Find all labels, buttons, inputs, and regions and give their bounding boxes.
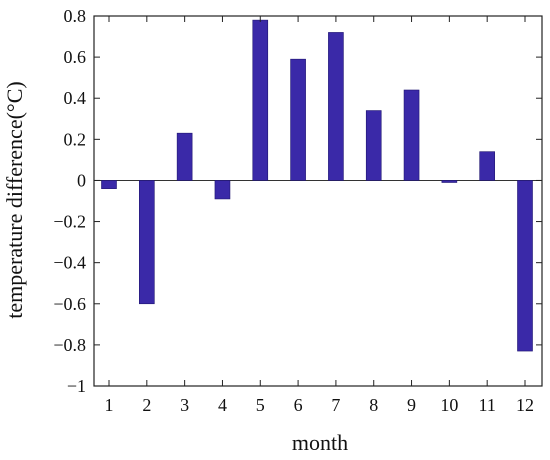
- y-tick-label: −0.8: [53, 335, 86, 355]
- bar-month-4: [214, 180, 231, 200]
- y-tick-label: −0.2: [53, 212, 86, 232]
- bar-month-2: [139, 180, 155, 305]
- y-axis-ticks: 0.8 0.6 0.4 0.2 0 −0.2 −0.4 −0.6 −0.8 −1: [53, 6, 542, 396]
- bar-month-7: [328, 32, 344, 181]
- bars: [101, 19, 533, 352]
- bar-month-11: [479, 151, 495, 181]
- y-tick-label: 0.2: [64, 129, 87, 149]
- x-tick-label: 10: [440, 395, 458, 415]
- x-tick-label: 12: [516, 395, 534, 415]
- x-tick-label: 5: [256, 395, 265, 415]
- x-tick-label: 11: [479, 395, 496, 415]
- x-tick-label: 8: [369, 395, 378, 415]
- y-tick-label: −0.4: [53, 253, 86, 273]
- x-axis-ticks: 1 2 3 4 5 6 7 8 9 10 11 12: [105, 16, 534, 415]
- y-tick-label: −1: [67, 376, 86, 396]
- bar-month-8: [365, 110, 382, 181]
- x-tick-label: 7: [331, 395, 340, 415]
- bar-month-9: [403, 89, 420, 181]
- y-tick-label: 0: [77, 170, 86, 190]
- bar-month-5: [252, 19, 269, 181]
- bar-month-6: [290, 58, 306, 181]
- bar-month-12: [517, 180, 533, 352]
- x-tick-label: 9: [407, 395, 416, 415]
- bar-month-1: [101, 180, 117, 189]
- bar-month-10: [441, 180, 458, 183]
- y-axis-label: temperature difference(°C): [2, 81, 27, 318]
- x-tick-label: 2: [142, 395, 151, 415]
- x-tick-label: 6: [294, 395, 303, 415]
- bar-month-3: [176, 132, 193, 181]
- y-tick-label: 0.4: [64, 88, 87, 108]
- y-tick-label: 0.6: [64, 47, 87, 67]
- x-tick-label: 3: [180, 395, 189, 415]
- x-tick-label: 4: [218, 395, 227, 415]
- x-axis-label: month: [292, 430, 348, 455]
- plot-border: [93, 15, 543, 387]
- x-tick-label: 1: [105, 395, 114, 415]
- y-tick-label: 0.8: [64, 6, 87, 26]
- plot-frame: [93, 15, 543, 387]
- y-tick-label: −0.6: [53, 294, 86, 314]
